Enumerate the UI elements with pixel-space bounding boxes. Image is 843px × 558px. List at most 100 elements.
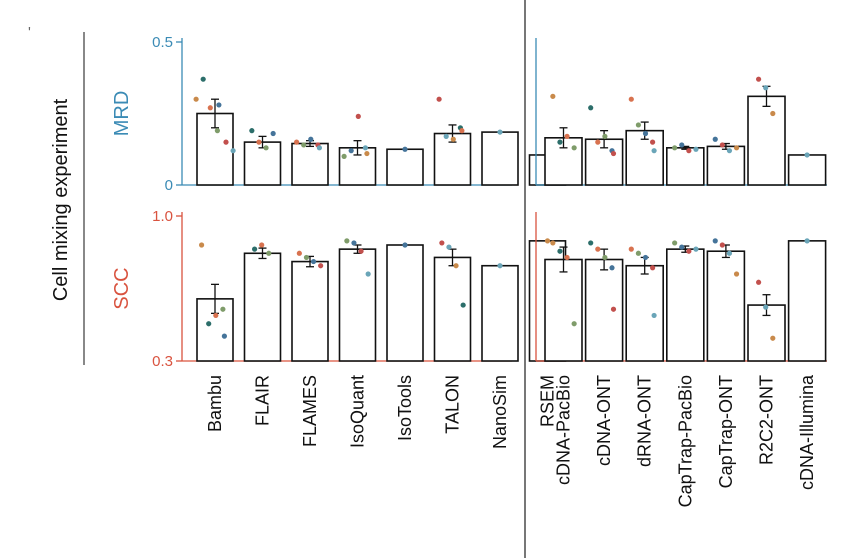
data-point [679, 142, 685, 148]
data-point [296, 250, 302, 256]
category-label: cDNA-Illumina [797, 374, 817, 490]
scc-bar [544, 258, 583, 362]
data-point [642, 254, 649, 261]
mrd-bar [243, 141, 282, 186]
data-point [609, 265, 615, 271]
data-point [763, 85, 769, 91]
data-point [564, 133, 570, 139]
data-point [365, 271, 371, 277]
data-point [628, 96, 634, 102]
mrd-bar [291, 142, 329, 186]
data-point [650, 139, 656, 145]
data-point [686, 148, 692, 154]
mrd-y-tick-label: 0.5 [152, 34, 173, 51]
category-label: CapTrap-ONT [716, 375, 736, 488]
data-point [358, 248, 364, 254]
data-point [341, 153, 347, 159]
data-point [588, 105, 594, 111]
scc-panel-label: SCC [111, 267, 133, 309]
category-label: NanoSim [490, 375, 510, 449]
data-point [733, 145, 740, 151]
data-point [402, 242, 408, 248]
category-label: RSEM [538, 375, 558, 427]
data-point [651, 148, 657, 154]
scc-y-tick-label: 0.3 [152, 353, 173, 370]
data-point [223, 139, 229, 145]
category-label: IsoTools [395, 375, 415, 441]
category-label: IsoQuant [348, 375, 368, 448]
data-point [557, 139, 563, 145]
data-point [263, 145, 269, 151]
scc-bar [584, 258, 624, 362]
data-point [266, 250, 272, 256]
data-point [550, 93, 556, 99]
mrd-bar [747, 95, 786, 186]
data-point [344, 238, 350, 244]
data-point [216, 102, 222, 108]
data-point [459, 128, 465, 134]
data-point [206, 321, 212, 327]
scc-bar [706, 250, 746, 362]
data-point [672, 240, 678, 246]
category-label: CapTrap-PacBio [675, 375, 695, 507]
data-point [602, 133, 608, 139]
data-point [610, 150, 617, 157]
data-point [564, 254, 570, 261]
data-point [200, 76, 206, 82]
data-point [719, 242, 725, 248]
data-point [497, 263, 503, 269]
category-label: R2C2-ONT [757, 375, 777, 465]
category-label: Bambu [205, 375, 225, 432]
data-point [550, 240, 556, 246]
data-point [355, 113, 361, 119]
data-point [571, 145, 577, 151]
data-point [595, 246, 601, 252]
data-point [635, 250, 642, 256]
data-point [259, 242, 265, 248]
data-point [763, 304, 769, 310]
data-point [460, 302, 466, 308]
data-point [270, 130, 276, 137]
data-point [436, 96, 442, 102]
data-point [595, 139, 601, 145]
data-point [318, 263, 324, 269]
data-point [220, 306, 226, 312]
data-point [557, 248, 563, 254]
data-point [294, 139, 300, 145]
data-point [303, 254, 310, 261]
scc-y-tick-label: 1.0 [152, 208, 173, 225]
scc-bar [338, 248, 377, 362]
category-label: TALON [443, 375, 463, 434]
data-point [443, 133, 449, 139]
data-point [642, 130, 649, 137]
data-point [635, 122, 642, 128]
data-point [310, 258, 317, 265]
data-point [610, 306, 617, 312]
data-point [804, 238, 810, 244]
mrd-bar [481, 131, 519, 186]
category-label: cDNA-ONT [594, 375, 614, 466]
scc-bar [243, 252, 282, 362]
data-point [770, 335, 776, 341]
scc-bar [386, 244, 424, 362]
data-point [249, 128, 255, 134]
data-point [756, 76, 762, 82]
data-point [207, 105, 213, 111]
data-point [726, 250, 733, 256]
data-point [602, 254, 608, 261]
data-point [497, 129, 503, 135]
data-point [453, 263, 459, 269]
data-point [628, 246, 634, 252]
data-point [348, 148, 354, 154]
scc-bar [625, 264, 665, 362]
scc-bar [481, 264, 519, 362]
category-label: FLAMES [300, 375, 320, 447]
data-point [221, 333, 227, 339]
mrd-bar [706, 145, 746, 186]
category-label: dRNA-ONT [635, 375, 655, 467]
data-point [301, 142, 307, 148]
data-point [230, 148, 236, 154]
scc-bar [433, 256, 472, 362]
data-point [308, 136, 314, 142]
